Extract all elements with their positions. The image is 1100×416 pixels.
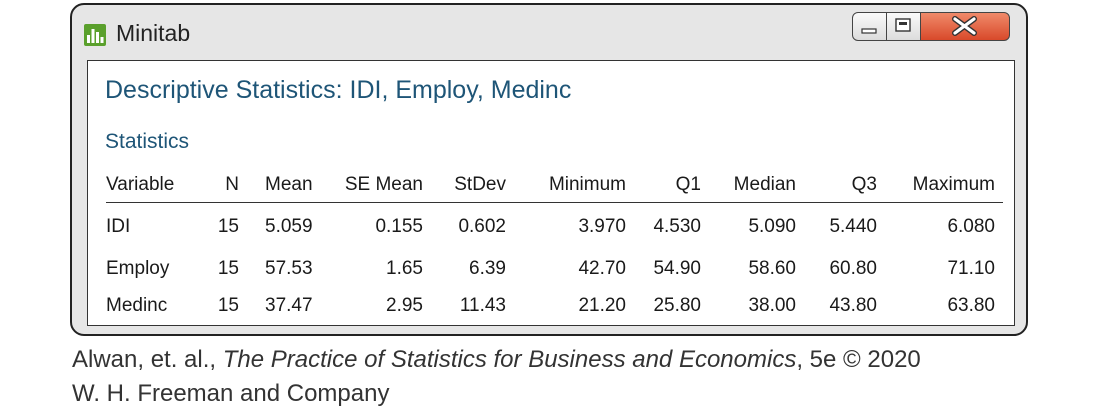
maximize-button[interactable] <box>886 12 921 41</box>
col-header-q1: Q1 <box>675 174 701 195</box>
cell-median: 5.090 <box>748 216 796 237</box>
cell-q3: 60.80 <box>829 258 877 279</box>
source-caption-line-2: W. H. Freeman and Company <box>72 380 390 407</box>
cell-q3: 43.80 <box>829 295 877 316</box>
cell-se-mean: 0.155 <box>375 216 423 237</box>
cell-median: 38.00 <box>748 295 796 316</box>
cell-minimum: 42.70 <box>578 258 626 279</box>
cell-stdev: 11.43 <box>459 295 506 316</box>
col-header-variable: Variable <box>106 174 175 195</box>
cell-maximum: 63.80 <box>947 295 995 316</box>
cell-maximum: 71.10 <box>947 258 995 279</box>
col-header-median: Median <box>733 174 796 195</box>
window-title: Minitab <box>116 20 191 46</box>
col-header-n: N <box>225 174 239 195</box>
col-header-maximum: Maximum <box>912 174 995 195</box>
caption-book-title: The Practice of Statistics for Business … <box>222 346 797 373</box>
title-bar[interactable]: Minitab <box>72 5 1026 57</box>
minitab-window: Minitab Descriptive Statistics: IDI, Emp… <box>70 3 1028 336</box>
cell-se-mean: 2.95 <box>386 295 423 316</box>
minimize-icon <box>861 28 877 34</box>
col-header-mean: Mean <box>265 174 313 195</box>
cell-variable: Medinc <box>106 295 168 316</box>
cell-stdev: 0.602 <box>458 216 506 237</box>
cell-n: 15 <box>217 216 239 237</box>
cell-n: 15 <box>217 295 239 316</box>
minitab-logo-icon <box>84 24 106 46</box>
minimize-button[interactable] <box>852 12 887 41</box>
caption-authors: Alwan, et. al., <box>72 346 223 373</box>
caption-edition: , 5e © 2020 <box>796 346 921 373</box>
cell-minimum: 3.970 <box>578 216 626 237</box>
session-output-panel: Descriptive Statistics: IDI, Employ, Med… <box>87 60 1015 326</box>
source-caption-line-1: Alwan, et. al., The Practice of Statisti… <box>72 346 921 374</box>
section-title: Statistics <box>105 130 190 153</box>
cell-stdev: 6.39 <box>469 258 506 279</box>
cell-minimum: 21.20 <box>578 295 626 316</box>
cell-n: 15 <box>217 258 239 279</box>
col-header-se-mean: SE Mean <box>344 174 423 195</box>
cell-q1: 4.530 <box>653 216 701 237</box>
cell-se-mean: 1.65 <box>386 258 423 279</box>
cell-maximum: 6.080 <box>947 216 995 237</box>
cell-mean: 57.53 <box>265 258 313 279</box>
cell-q1: 54.90 <box>653 258 701 279</box>
cell-mean: 5.059 <box>265 216 313 237</box>
cell-variable: Employ <box>106 258 170 279</box>
header-divider <box>106 202 1003 203</box>
output-heading: Descriptive Statistics: IDI, Employ, Med… <box>105 76 572 104</box>
cell-variable: IDI <box>106 216 131 237</box>
close-icon <box>952 16 977 36</box>
col-header-q3: Q3 <box>851 174 877 195</box>
close-button[interactable] <box>920 12 1010 41</box>
cell-mean: 37.47 <box>265 295 313 316</box>
statistics-table: Variable N Mean SE Mean StDev Minimum Q1… <box>106 163 1003 323</box>
maximize-icon <box>895 18 911 32</box>
col-header-minimum: Minimum <box>548 174 626 195</box>
cell-q1: 25.80 <box>653 295 701 316</box>
cell-median: 58.60 <box>748 258 796 279</box>
col-header-stdev: StDev <box>454 174 506 195</box>
cell-q3: 5.440 <box>829 216 877 237</box>
